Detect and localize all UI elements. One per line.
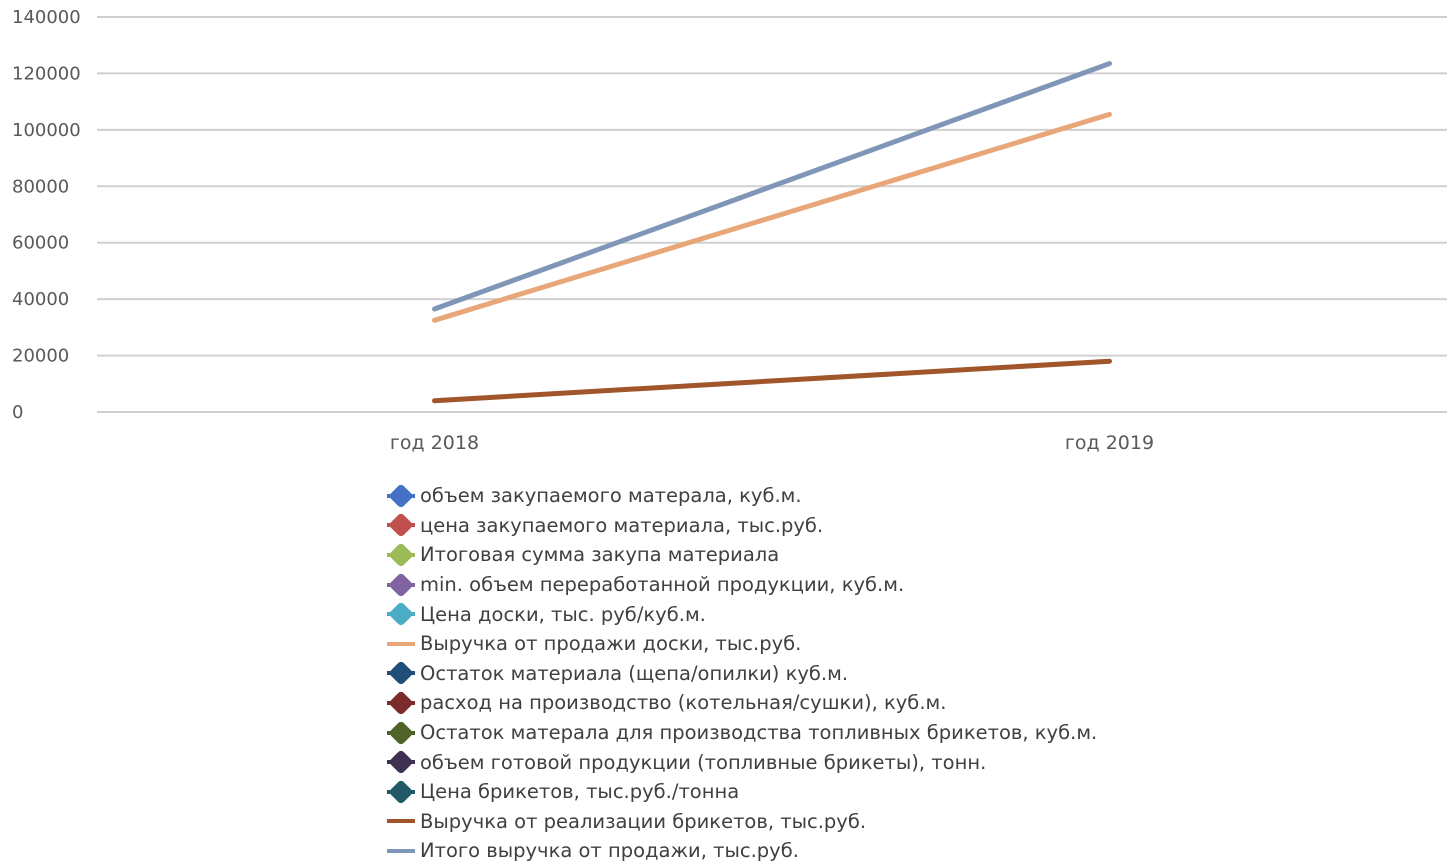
legend-label: Итоговая сумма закупа материала	[420, 543, 780, 567]
legend-label: цена закупаемого материала, тыс.руб.	[420, 513, 824, 537]
legend-line-swatch	[387, 810, 415, 832]
legend-item: min. объем переработанной продукции, куб…	[387, 570, 1097, 600]
legend-label: Выручка от продажи доски, тыс.руб.	[420, 632, 802, 656]
series-line	[432, 111, 1112, 323]
series-line	[432, 358, 1112, 404]
y-tick-label: 100000	[12, 120, 81, 141]
legend-marker-swatch	[387, 660, 415, 687]
x-category-label: год 2019	[1065, 432, 1154, 454]
y-axis-tick-labels: 0 20000 40000 60000 80000 100000 120000 140000	[12, 7, 81, 423]
legend-marker-swatch	[387, 690, 415, 716]
legend-item: Остаток материала (щепа/опилки) куб.м.	[387, 659, 1097, 689]
series-line	[432, 61, 1112, 312]
legend-label: Итого выручка от продажи, тыс.руб.	[420, 839, 799, 863]
chart-legend: объем закупаемого матерала, куб.м. цена з…	[387, 481, 1097, 866]
y-tick-label: 120000	[12, 63, 81, 84]
legend-item: объем закупаемого матерала, куб.м.	[387, 481, 1097, 511]
legend-marker-swatch	[387, 749, 415, 775]
legend-line-swatch	[387, 633, 415, 655]
legend-item: расход на производство (котельная/сушки)…	[387, 688, 1097, 718]
legend-label: Остаток матерала для производства топлив…	[420, 721, 1098, 745]
legend-label: объем готовой продукции (топливные брике…	[420, 750, 987, 774]
y-tick-label: 0	[12, 402, 23, 423]
legend-marker-swatch	[387, 571, 415, 598]
legend-marker-swatch	[387, 719, 415, 746]
legend-marker-swatch	[387, 601, 415, 627]
legend-item: Цена брикетов, тыс.руб./тонна	[387, 777, 1097, 807]
y-tick-label: 80000	[12, 176, 69, 197]
legend-label: min. объем переработанной продукции, куб…	[420, 573, 905, 597]
y-tick-label: 40000	[12, 289, 69, 310]
y-tick-label: 20000	[12, 346, 69, 367]
legend-marker-swatch	[387, 542, 415, 568]
legend-label: Выручка от реализации брикетов, тыс.руб.	[420, 809, 867, 833]
legend-marker-swatch	[387, 779, 415, 805]
legend-marker-swatch	[387, 512, 415, 539]
legend-item: Итоговая сумма закупа материала	[387, 540, 1097, 570]
legend-label: Остаток материала (щепа/опилки) куб.м.	[420, 661, 849, 685]
y-tick-label: 140000	[12, 7, 81, 28]
legend-item: Выручка от реализации брикетов, тыс.руб.	[387, 807, 1097, 837]
y-tick-label: 60000	[12, 233, 69, 254]
legend-item: Цена доски, тыс. руб/куб.м.	[387, 599, 1097, 629]
legend-marker-swatch	[387, 483, 415, 509]
gridlines	[97, 16, 1447, 413]
series-lines	[432, 61, 1112, 404]
legend-label: объем закупаемого матерала, куб.м.	[420, 484, 802, 508]
legend-line-swatch	[387, 840, 415, 862]
legend-item: объем готовой продукции (топливные брике…	[387, 747, 1097, 777]
line-chart: 020000400006000080000100000120000140000 …	[12, 7, 1447, 454]
legend-item: цена закупаемого материала, тыс.руб.	[387, 511, 1097, 541]
x-category-label: год 2018	[390, 432, 479, 454]
legend-label: Цена брикетов, тыс.руб./тонна	[420, 780, 740, 804]
legend-item: Выручка от продажи доски, тыс.руб.	[387, 629, 1097, 659]
legend-label: расход на производство (котельная/сушки)…	[420, 691, 947, 715]
legend-label: Цена доски, тыс. руб/куб.м.	[420, 602, 706, 626]
legend-item: Остаток матерала для производства топлив…	[387, 718, 1097, 748]
x-axis-category-labels: год 2018 год 2019	[390, 432, 1154, 454]
legend-item: Итого выручка от продажи, тыс.руб.	[387, 836, 1097, 866]
